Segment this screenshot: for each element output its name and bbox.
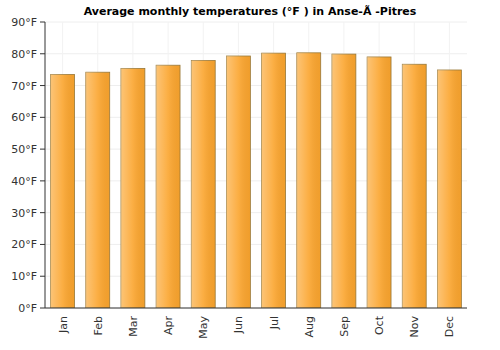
x-tick-label: Jul [268, 316, 281, 330]
bars [51, 53, 462, 308]
bar-shine [332, 54, 356, 308]
tick-mark [40, 149, 45, 150]
bar-shine [437, 70, 461, 308]
bar-shine [86, 72, 110, 308]
bar [297, 53, 321, 308]
bar [191, 60, 215, 308]
x-axis [45, 308, 467, 309]
x-tick-label: Dec [443, 316, 456, 337]
grid-line [45, 53, 467, 54]
x-tick-label: Jun [232, 316, 245, 334]
bar [121, 68, 145, 308]
bar-shine [156, 65, 180, 308]
x-tick-label: Mar [127, 316, 140, 337]
bar-shine [51, 74, 75, 308]
bar [262, 53, 286, 308]
y-tick-label: 0°F [18, 302, 37, 315]
bar-shine [262, 53, 286, 308]
x-tick-label: Nov [408, 316, 421, 338]
x-tick-label: Apr [162, 316, 175, 336]
y-tick-label: 40°F [11, 175, 37, 188]
tick-mark [40, 244, 45, 245]
tick-mark [40, 212, 45, 213]
tick-mark [40, 117, 45, 118]
tick-mark [40, 308, 45, 309]
tick-mark [40, 85, 45, 86]
y-tick-label: 90°F [11, 16, 37, 29]
bar-shine [402, 64, 426, 308]
bar [367, 57, 391, 308]
tick-mark [40, 180, 45, 181]
y-tick-label: 70°F [11, 80, 37, 93]
x-tick-label: May [197, 316, 210, 339]
x-tick-label: Jan [57, 316, 70, 334]
bar-shine [226, 56, 250, 308]
bar [437, 70, 461, 308]
y-tick-label: 50°F [11, 143, 37, 156]
tick-mark [40, 22, 45, 23]
tick-mark [40, 53, 45, 54]
y-tick-label: 20°F [11, 238, 37, 251]
y-tick-label: 10°F [11, 270, 37, 283]
x-tick-label: Feb [92, 316, 105, 335]
y-tick-label: 30°F [11, 207, 37, 220]
x-tick-label: Aug [303, 316, 316, 337]
bar [156, 65, 180, 308]
title: Average monthly temperatures (°F ) in An… [84, 5, 417, 18]
bar-shine [367, 57, 391, 308]
bar [226, 56, 250, 308]
y-tick-label: 80°F [11, 48, 37, 61]
x-tick-label: Sep [338, 316, 351, 337]
bar-shine [191, 60, 215, 308]
tick-mark [40, 276, 45, 277]
y-tick-label: 60°F [11, 111, 37, 124]
grid-line [45, 22, 467, 23]
bar [86, 72, 110, 308]
x-tick-label: Oct [373, 315, 386, 335]
y-axis [45, 22, 46, 308]
grid-line [45, 308, 467, 309]
bar-shine [121, 68, 145, 308]
bar [332, 54, 356, 308]
bar [402, 64, 426, 308]
bar [51, 74, 75, 308]
chart: Average monthly temperatures (°F ) in An… [0, 0, 500, 350]
bar-shine [297, 53, 321, 308]
